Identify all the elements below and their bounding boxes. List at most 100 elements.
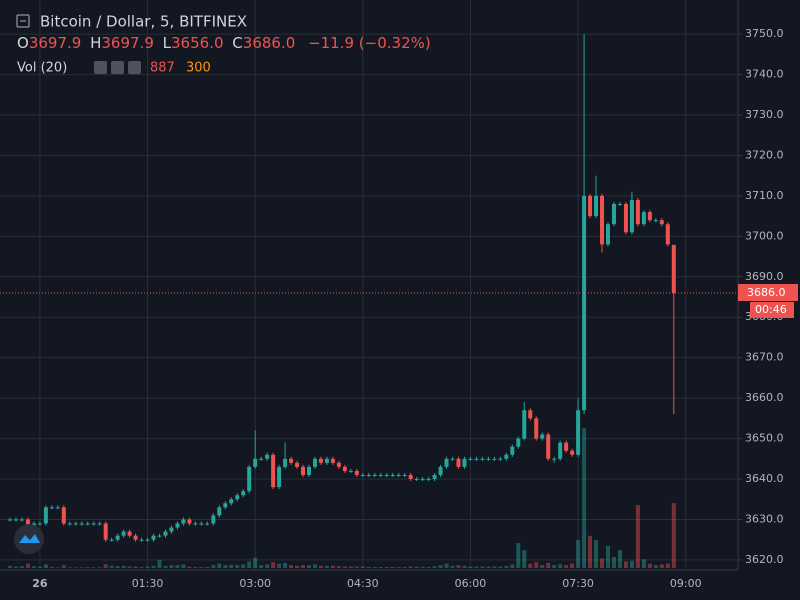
candle-body [354,470,359,475]
candle-body [474,458,479,460]
axes: 3620.03630.03640.03650.03660.03670.03680… [32,27,798,590]
candle-body [271,454,276,488]
volume-bar [265,564,270,568]
candle-body [67,523,72,525]
candle-body [600,195,605,245]
candle-body [504,454,509,459]
volume-bar [19,566,24,568]
volume-bar [474,566,479,568]
volume-bar [115,566,120,568]
change-value: −11.9 (−0.32%) [308,34,431,52]
candle-body [259,458,264,460]
volume-bar [61,565,66,568]
volume-bar [594,540,599,568]
volume-bar [121,565,126,568]
x-tick-label: 06:00 [455,577,487,590]
volume-bar [229,564,234,568]
candle-body [205,523,210,525]
volume-bar [611,557,616,568]
remove-button[interactable] [128,61,141,74]
y-tick-label: 3710.0 [745,189,784,202]
last-price-label: 3686.0 [747,286,786,299]
volume-bar [205,566,210,568]
volume-bar [73,567,78,568]
symbol-title[interactable]: Bitcoin / Dollar, 5, BITFINEX [40,13,247,31]
high-label: H [90,34,101,52]
candle-body [289,458,294,463]
volume-bar [420,566,425,568]
y-tick-label: 3660.0 [745,391,784,404]
candle-body [378,474,383,476]
volume-bar [79,567,84,568]
settings-button[interactable] [111,61,124,74]
volume-bar [324,565,329,568]
volume-bar [211,565,216,568]
volume-bar [516,543,521,568]
y-tick-label: 3690.0 [745,270,784,283]
volume-bar [408,566,413,568]
candle-body [115,535,120,540]
volume-bar [623,561,628,568]
grid [0,0,738,570]
volume-bar [55,567,60,568]
candle-body [372,474,377,476]
candle-body [187,519,192,524]
candle-body [241,491,246,496]
x-tick-label: 03:00 [239,577,271,590]
candle-body [133,535,138,540]
volume-bar [659,564,664,568]
candle-body [121,531,126,536]
volume-bar [366,566,371,568]
candle-body [336,462,341,467]
candle-body [492,458,497,460]
candle-body [253,458,258,467]
candle-body [402,474,407,476]
volume-bar [617,550,622,568]
volume-bar [85,567,90,568]
volume-bar [336,566,341,568]
volume-bar [307,565,311,568]
volume-bar [31,566,36,568]
candle-body [157,535,162,537]
collapse-button[interactable] [16,14,30,28]
candle-body [8,519,12,521]
volume-bar [635,505,640,568]
candle-body [37,523,42,525]
volume-bar [426,566,431,568]
candle-body [582,195,587,411]
candle-body [540,434,545,439]
y-tick-label: 3700.0 [745,229,784,242]
candle-body [611,203,616,225]
volume-bar [534,562,539,568]
candle-body [169,527,174,532]
volume-legend-title[interactable]: Vol (20) [17,61,67,76]
candle-body [528,410,533,419]
visibility-button[interactable] [94,61,107,74]
candle-body [312,458,317,467]
x-tick-label: 07:30 [562,577,594,590]
candle-body [19,519,24,521]
candle-body [330,458,335,463]
volume-bar [330,565,335,568]
candle-body [61,507,66,524]
candle-body [647,212,652,221]
candle-body [390,474,395,476]
candle-body [366,474,371,476]
volume-bar [175,565,180,568]
volume-bar [558,564,563,568]
candle-body [277,466,282,488]
candle-body [522,410,527,439]
volume-bar [360,566,365,568]
candle-body [570,450,575,455]
volume-bar [97,567,102,568]
volume-bar [139,566,144,568]
volume-bar [492,566,497,568]
candle-body [265,454,270,459]
candle-body [318,458,323,463]
candle-body [671,244,676,293]
y-tick-label: 3730.0 [745,108,784,121]
x-tick-label: 04:30 [347,577,379,590]
volume-bar [354,566,359,568]
low-label: L [163,34,172,52]
